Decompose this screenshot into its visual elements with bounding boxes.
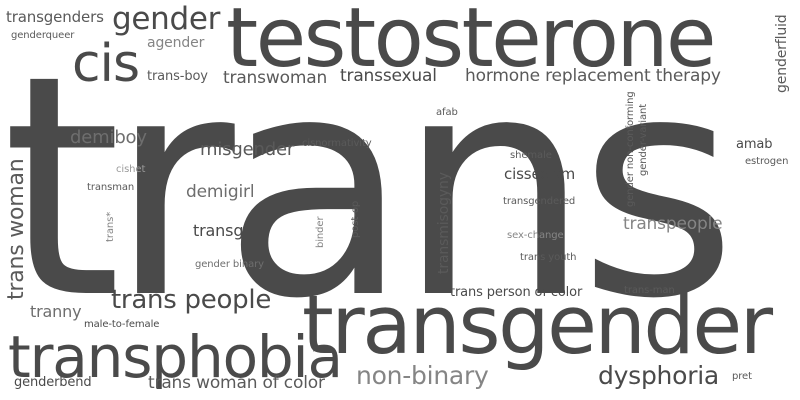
word-cisnormativity: cisnormativity [302,138,372,149]
word-trans-boy: trans-boy [147,69,208,84]
word-trans-woman: trans woman [4,158,29,300]
word-binder: binder [315,216,326,248]
word-dysphoria: dysphoria [598,361,719,390]
word-demigirl: demigirl [186,182,255,202]
word-genderqueer: genderqueer [11,30,75,41]
word-trans-youth: trans youth [520,252,577,263]
word-trans-man: trans-man [624,285,675,296]
word-agender: agender [147,35,205,51]
word-transgender: transgender [302,279,773,373]
word-hormone-replacement-therapy: hormone replacement therapy [465,66,721,86]
word-transpeople: transpeople [623,214,723,234]
word-transgirl: transgirl [193,221,259,240]
word-trans-star: trans* [105,211,116,242]
word-transgendered: transgendered [503,196,576,207]
word-post-op: post-op [350,200,361,238]
word-cissexism: cissexism [504,165,576,183]
word-trans: trans [2,10,737,365]
word-transwoman: transwoman [223,68,328,88]
word-misgender: misgender [200,139,295,160]
word-transsexual: transsexual [340,66,437,86]
word-genderfluid: genderfluid [774,14,790,93]
word-trans-people: trans people [111,285,272,315]
word-sex-change: sex-change [507,230,564,241]
word-gender-binary: gender binary [195,259,264,270]
word-trans-woman-of-color: trans woman of color [148,373,325,393]
word-pret: pret [732,371,752,382]
word-genderbend: genderbend [14,375,92,390]
word-male-to-female: male-to-female [84,319,160,330]
word-tranny: tranny [30,302,82,321]
word-afab: afab [436,107,458,118]
word-gender: gender [112,1,221,37]
word-estrogen: estrogen [745,156,789,167]
word-gender-variant: gender-variant [638,103,649,176]
word-amab: amab [736,137,773,152]
word-transman: transman [87,182,135,193]
word-cishet: cishet [116,164,146,175]
word-transmisogyny: transmisogyny [436,172,452,274]
word-transphobia: transphobia [8,323,343,391]
word-gender-non-conforming: gender non-conforming [625,91,636,207]
word-cis: cis [72,34,140,94]
word-non-binary: non-binary [356,361,489,390]
word-trans-person-of-color: trans person of color [450,285,583,300]
word-shemale: shemale [510,150,552,161]
word-transgenders: transgenders [6,8,104,26]
word-demiboy: demiboy [70,127,147,148]
word-testosterone: testosterone [226,0,716,86]
